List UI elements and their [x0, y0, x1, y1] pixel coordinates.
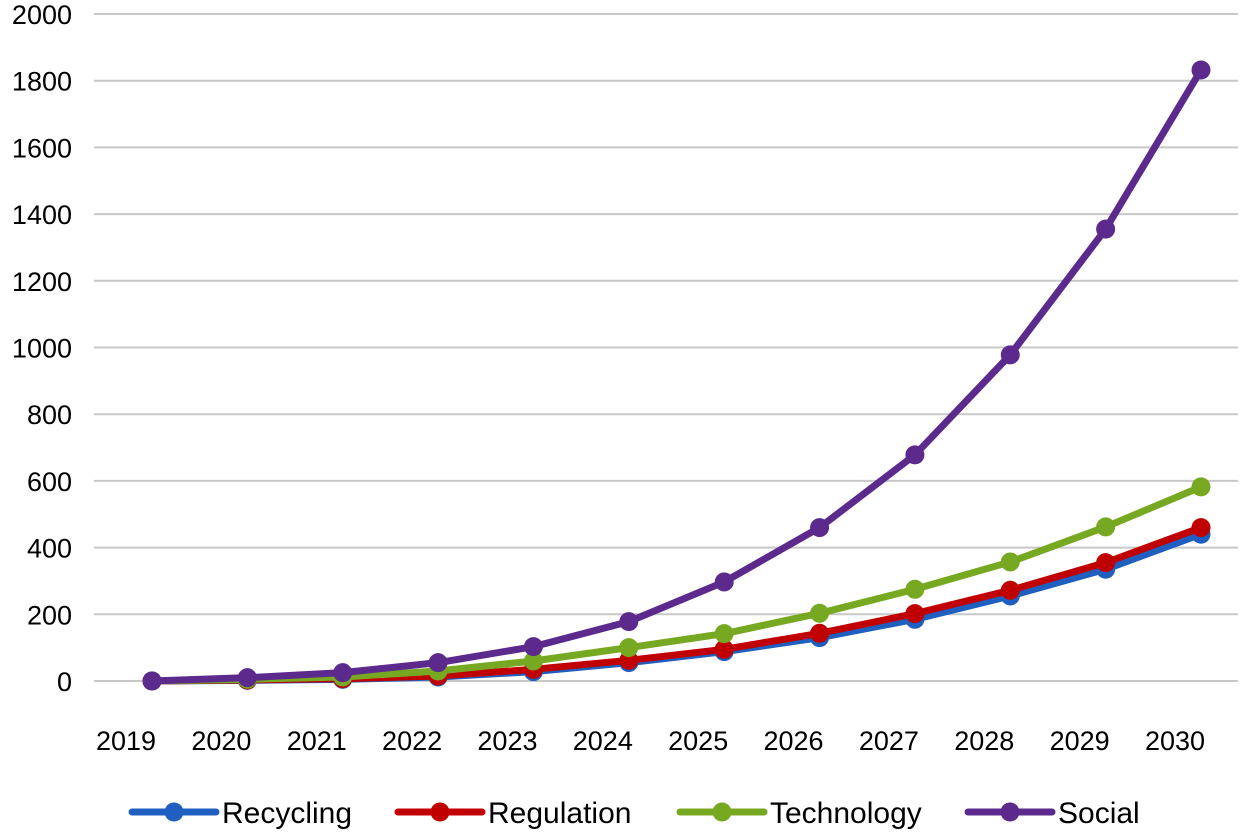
x-tick-label: 2030	[1145, 726, 1205, 756]
x-tick-label: 2028	[954, 726, 1014, 756]
data-point-regulation-2025	[714, 639, 734, 659]
series-line-social	[148, 66, 1205, 685]
series-line-technology	[148, 483, 1205, 685]
series-social	[142, 60, 1211, 691]
y-axis: 0 200 400 600 800 1000 1200 1400 1600 1800 2000	[12, 0, 72, 697]
legend-item-social: Social	[964, 797, 1140, 830]
data-point-technology-2028	[1000, 552, 1020, 572]
data-point-social-2024	[619, 612, 639, 632]
legend-item-technology: Technology	[676, 797, 922, 830]
legend-item-recycling: Recycling	[128, 797, 352, 830]
x-tick-label: 2029	[1050, 726, 1110, 756]
data-point-social-2027	[905, 445, 925, 465]
x-tick-label: 2020	[191, 726, 251, 756]
x-axis: 2019 2020 2021 2022 2023 2024 2025 2026 2027 2028…	[96, 726, 1205, 756]
y-tick-label: 0	[57, 667, 72, 697]
gridlines	[94, 13, 1238, 682]
legend-label: Regulation	[488, 797, 631, 830]
data-point-social-2026	[810, 518, 830, 538]
legend-item-regulation: Regulation	[394, 797, 631, 830]
y-tick-label: 1400	[12, 200, 72, 230]
data-point-social-2025	[714, 572, 734, 592]
y-tick-label: 1000	[12, 334, 72, 364]
x-tick-label: 2022	[382, 726, 442, 756]
data-point-technology-2023	[523, 651, 543, 671]
y-tick-label: 1600	[12, 133, 72, 163]
x-tick-label: 2024	[573, 726, 633, 756]
data-point-social-2022	[428, 653, 448, 673]
data-point-technology-2026	[810, 603, 830, 623]
data-point-regulation-2027	[905, 604, 925, 624]
data-point-social-2028	[1000, 345, 1020, 365]
series-lines	[142, 60, 1211, 691]
legend-label: Recycling	[222, 797, 352, 830]
y-tick-label: 1800	[12, 67, 72, 97]
data-point-social-2019	[142, 671, 162, 691]
x-tick-label: 2023	[477, 726, 537, 756]
data-point-regulation-2030	[1191, 518, 1211, 538]
y-tick-label: 2000	[12, 0, 72, 30]
data-point-social-2021	[333, 663, 353, 683]
x-tick-label: 2019	[96, 726, 156, 756]
legend-label: Technology	[770, 797, 922, 830]
legend-swatch-marker	[1000, 802, 1020, 822]
legend-label: Social	[1058, 797, 1140, 830]
x-tick-label: 2027	[859, 726, 919, 756]
data-point-social-2020	[237, 668, 257, 688]
y-tick-label: 800	[27, 400, 72, 430]
data-point-regulation-2029	[1096, 553, 1116, 573]
x-tick-label: 2021	[287, 726, 347, 756]
y-tick-label: 1200	[12, 267, 72, 297]
y-tick-label: 600	[27, 467, 72, 497]
data-point-regulation-2026	[810, 623, 830, 643]
data-point-social-2023	[523, 637, 543, 657]
data-point-social-2029	[1096, 219, 1116, 239]
x-tick-label: 2025	[668, 726, 728, 756]
series-line-recycling	[148, 530, 1205, 685]
legend: Recycling Regulation Technology Social	[128, 797, 1140, 830]
y-tick-label: 400	[27, 534, 72, 564]
y-tick-label: 200	[27, 600, 72, 630]
legend-swatch-marker	[712, 802, 732, 822]
data-point-technology-2024	[619, 638, 639, 658]
data-point-social-2030	[1191, 60, 1211, 80]
data-point-technology-2025	[714, 624, 734, 644]
data-point-technology-2030	[1191, 477, 1211, 497]
legend-swatch-marker	[164, 802, 184, 822]
data-point-regulation-2028	[1000, 580, 1020, 600]
data-point-technology-2029	[1096, 517, 1116, 537]
legend-swatch-marker	[430, 802, 450, 822]
data-point-technology-2027	[905, 579, 925, 599]
x-tick-label: 2026	[764, 726, 824, 756]
